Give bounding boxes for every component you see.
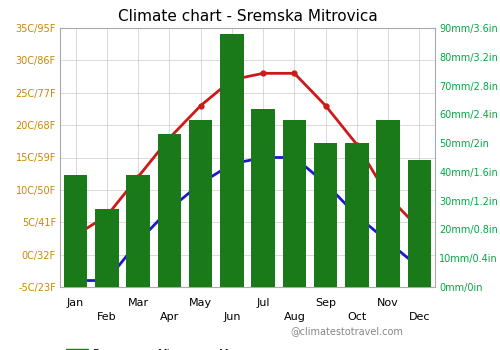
Bar [126,175,150,287]
Text: Feb: Feb [97,312,116,322]
Text: Mar: Mar [128,298,148,308]
Title: Climate chart - Sremska Mitrovica: Climate chart - Sremska Mitrovica [118,9,378,24]
Text: Jan: Jan [67,298,84,308]
Legend: Prec, Min, Max: Prec, Min, Max [66,349,242,350]
Bar [408,160,431,287]
Text: Dec: Dec [408,312,430,322]
Bar [282,120,306,287]
Text: Apr: Apr [160,312,179,322]
Bar [314,143,338,287]
Text: Jul: Jul [256,298,270,308]
Text: May: May [189,298,212,308]
Text: Aug: Aug [284,312,306,322]
Text: Jun: Jun [223,312,240,322]
Bar [220,34,244,287]
Bar [345,143,368,287]
Bar [252,108,275,287]
Text: Oct: Oct [347,312,366,322]
Text: @climatestotravel.com: @climatestotravel.com [290,326,403,336]
Text: Nov: Nov [378,298,399,308]
Bar [158,134,181,287]
Text: Sep: Sep [315,298,336,308]
Bar [64,175,88,287]
Bar [95,209,118,287]
Bar [189,120,212,287]
Bar [376,120,400,287]
